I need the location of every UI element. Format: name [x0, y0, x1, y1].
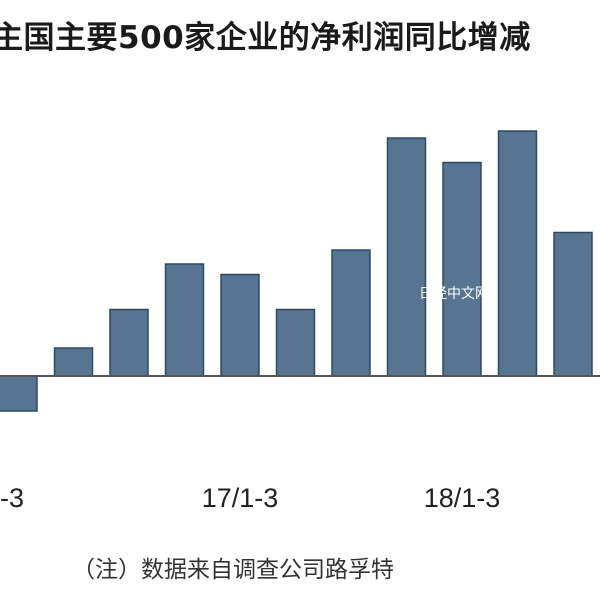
chart-title: 主国主要500家企业的净利润同比增减	[0, 20, 531, 56]
bar-17/4-6	[275, 308, 316, 377]
bar-16/10-12	[164, 263, 205, 377]
x-tick-label: 17/1-3	[202, 483, 279, 513]
bar-16/4-6	[53, 347, 94, 377]
bar-17/10-12	[386, 137, 427, 377]
x-tick-label: 18/1-3	[424, 483, 501, 513]
bar-17/7-9	[331, 249, 371, 377]
bars-group	[0, 130, 593, 412]
x-tick-label: -3	[0, 483, 24, 513]
bar-18/1-3	[442, 161, 482, 377]
x-tick-labels: -3 17/1-3 18/1-3	[0, 483, 500, 513]
bar-18/4-6	[497, 130, 538, 377]
bar-18/7-9	[553, 231, 593, 377]
bar-16/1-3	[0, 375, 38, 412]
watermark: 日经中文网	[419, 286, 489, 302]
bar-16/7-9	[109, 308, 149, 377]
chart-note: （注）数据来自调查公司路孚特	[72, 557, 394, 583]
bar-17/1-3	[220, 273, 260, 377]
